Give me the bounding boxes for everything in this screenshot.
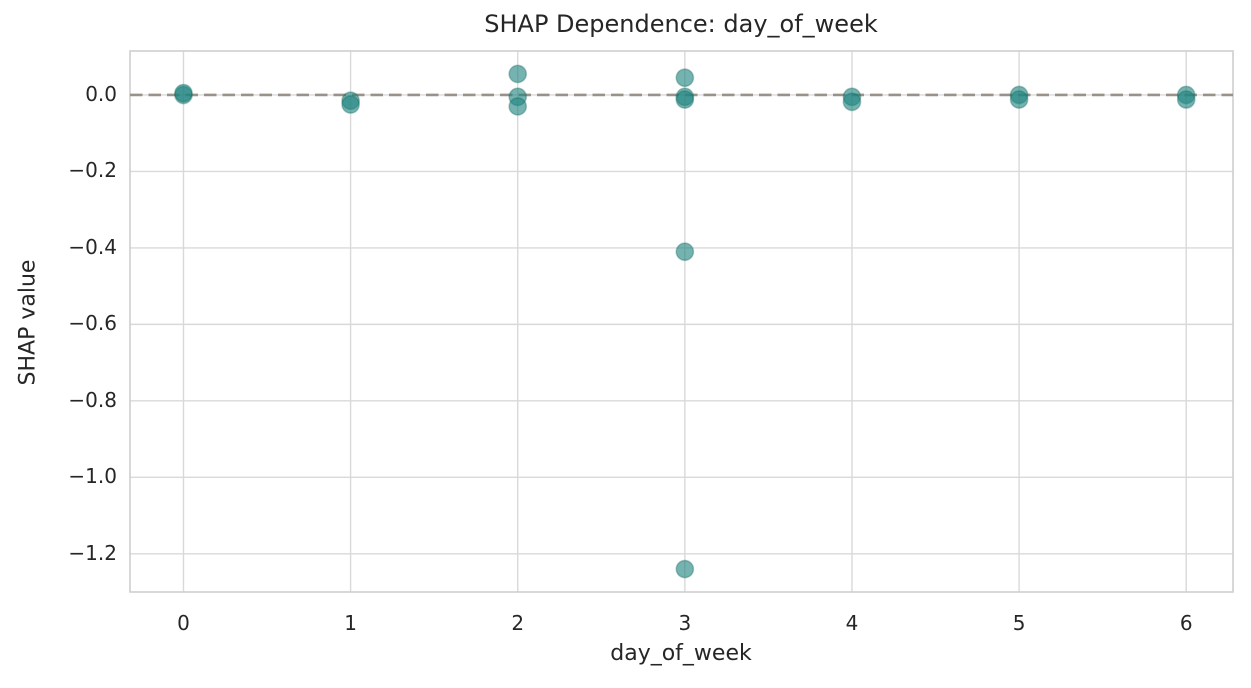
data-point xyxy=(675,559,695,579)
data-point xyxy=(675,68,695,88)
data-point xyxy=(341,95,360,114)
y-tick-label: −1.2 xyxy=(68,540,117,565)
plot-border xyxy=(129,50,1234,593)
data-point xyxy=(508,97,528,116)
x-tick-label: 1 xyxy=(344,611,357,635)
x-axis-label: day_of_week xyxy=(610,641,752,666)
x-tick-label: 3 xyxy=(678,611,692,635)
y-tick-label: 0.0 xyxy=(85,81,117,106)
x-tick-label: 6 xyxy=(1179,611,1193,635)
y-tick-label: −0.4 xyxy=(68,234,117,259)
data-point xyxy=(675,90,695,109)
data-point xyxy=(842,92,862,112)
y-tick-label: −0.6 xyxy=(68,311,117,336)
x-tick-label: 5 xyxy=(1012,611,1026,635)
data-point xyxy=(174,83,193,103)
x-tick-label: 0 xyxy=(177,611,190,635)
chart-title: SHAP Dependence: day_of_week xyxy=(484,10,878,38)
data-point xyxy=(1176,90,1196,109)
y-tick-label: −1.0 xyxy=(68,464,117,489)
x-tick-label: 4 xyxy=(845,611,859,635)
data-point xyxy=(508,64,528,84)
y-tick-label: −0.2 xyxy=(68,158,117,183)
y-tick-label: −0.8 xyxy=(68,387,117,412)
x-tick-label: 2 xyxy=(511,611,525,635)
data-point xyxy=(675,242,695,262)
data-point xyxy=(1009,90,1029,109)
